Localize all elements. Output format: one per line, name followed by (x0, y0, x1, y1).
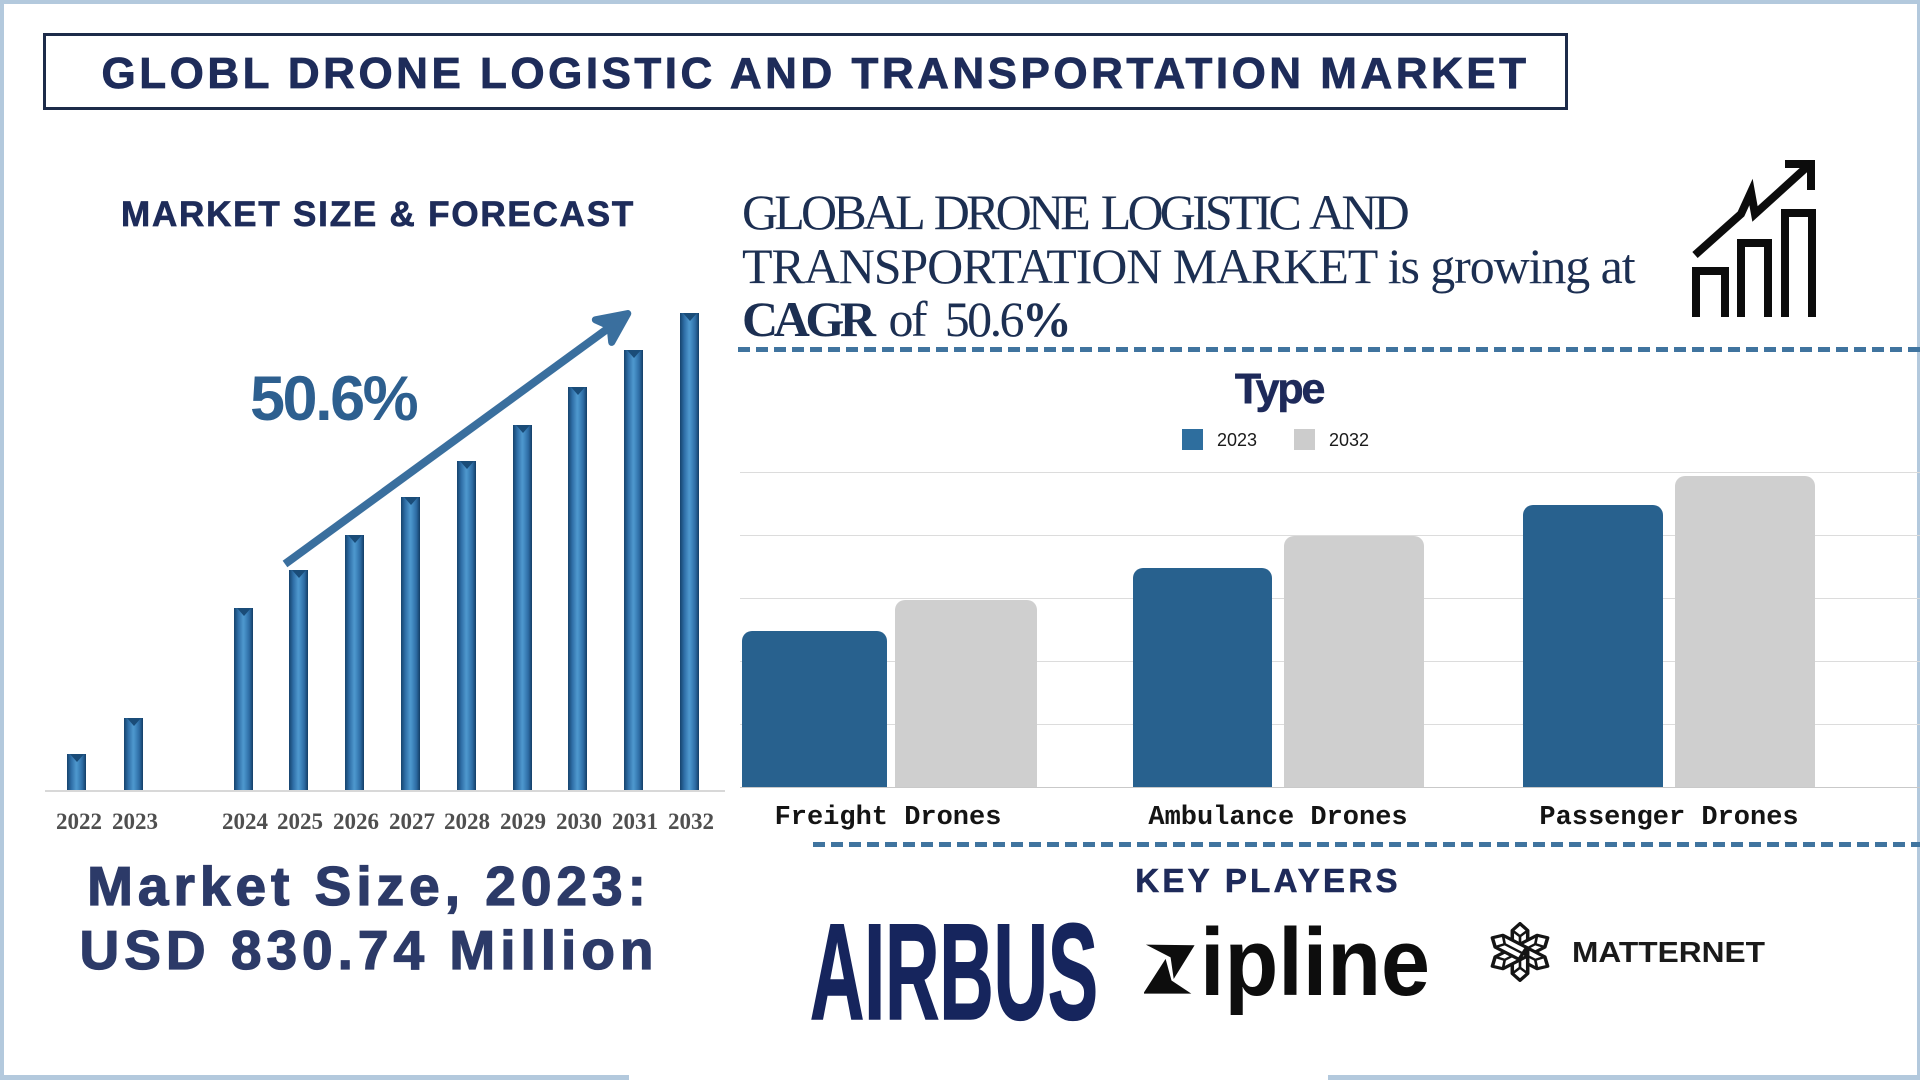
svg-text:MATTERNET: MATTERNET (1572, 937, 1765, 969)
svg-text:AIRBUS: AIRBUS (810, 898, 1098, 1028)
svg-text:ipline: ipline (1200, 909, 1430, 1016)
